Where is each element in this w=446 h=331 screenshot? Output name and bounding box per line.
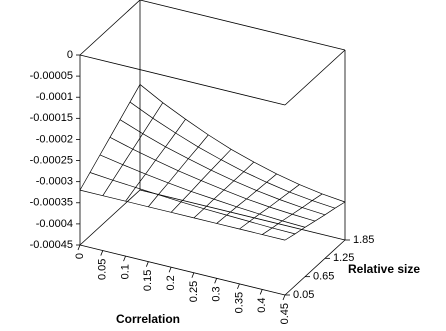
x-tick [168,267,172,273]
y-axis-label: Relative size [348,262,420,276]
x-tick-label: 0 [74,253,86,259]
surface-column [125,118,186,202]
box-edge [79,54,286,106]
surface-column [216,173,277,224]
x-tick-label: 0.15 [142,270,154,291]
box-edge [284,239,346,296]
x-tick [123,255,126,262]
z-tick-label: -0.00025 [30,154,73,166]
surface-row [79,189,286,241]
z-tick-label: -0.0002 [36,133,73,145]
box-edge [139,0,346,51]
z-tick-label: -0.00035 [30,197,73,209]
z-tick-label: -0.0001 [36,91,73,103]
surface-column [193,161,255,219]
y-tick-label: 0.05 [293,289,314,301]
surface-row [89,172,296,235]
x-tick [214,278,218,284]
z-tick-label: -0.0004 [36,218,73,230]
surface-row [139,84,346,203]
surface-column [79,84,141,191]
y-tick-label: 0.65 [313,271,334,283]
y-tick-label: 1.85 [353,234,374,246]
surface-column [102,102,164,196]
y-tick-label: 1.25 [333,252,354,264]
z-tick-label: -0.00045 [30,239,73,251]
surface-column [148,134,209,208]
x-tick-label: 0.1 [119,264,131,279]
box-edge [79,244,286,296]
surface-row [129,101,336,209]
z-tick-label: -0.0003 [36,176,73,188]
x-tick [77,244,81,251]
x-tick-label: 0.45 [279,303,291,324]
x-tick-label: 0.2 [165,275,177,290]
x-tick [100,250,104,256]
z-tick-label: 0 [67,49,73,61]
x-tick-label: 0.35 [233,292,245,313]
surface-row [99,154,306,228]
surface-column [284,201,346,241]
surface-column [262,193,323,235]
z-tick-label: -0.00005 [30,70,73,82]
x-tick [191,272,195,278]
surface-column [170,149,232,213]
surface-row [119,119,326,216]
box-edge [284,49,346,106]
x-tick [237,283,240,290]
surface-column [239,184,300,230]
box-edge [79,0,141,56]
x-axis-label: Correlation [116,312,180,326]
x-tick-label: 0.4 [256,297,268,312]
z-tick-label: -0.00015 [30,112,73,124]
surface-row [109,136,316,222]
x-tick-label: 0.05 [97,259,109,280]
x-tick-label: 0.25 [188,281,200,302]
x-tick [145,261,149,267]
x-tick [259,289,263,295]
x-tick [282,294,286,301]
x-tick-label: 0.3 [211,286,223,301]
box-edge [79,189,141,246]
box-edge [139,189,346,241]
